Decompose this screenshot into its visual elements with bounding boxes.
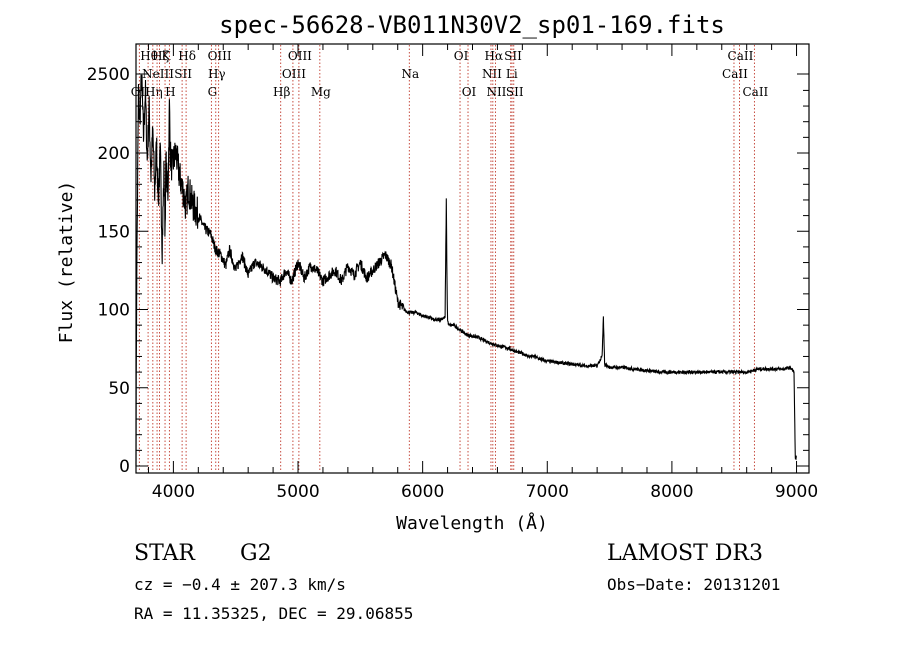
redshift-cz: cz = −0.4 ± 207.3 km/s [134,575,346,594]
line-label-23: SII [504,49,522,63]
plot-frame [135,43,810,474]
line-label-15: Mg [311,85,331,99]
line-label-16: Na [401,67,419,81]
y-tick-label-2: 100 [98,301,130,321]
y-tick-label-3: 150 [98,222,130,242]
line-label-12: Hβ [273,85,290,99]
object-subclass: G2 [240,541,272,566]
object-class: STAR [134,541,196,566]
line-label-13: OIII [282,67,306,81]
line-label-19: NII [482,67,502,81]
obs-date: Obs−Date: 20131201 [607,575,780,594]
line-label-8: Hδ [178,49,196,63]
survey-label: LAMOST DR3 [607,541,763,566]
x-tick-label-5: 9000 [775,482,818,502]
y-tick-label-0: 0 [119,457,130,477]
line-label-18: OI [462,85,477,99]
y-tick-label-5: 2500 [87,65,130,85]
line-label-10: Hγ [208,67,226,81]
line-label-1: Hθ [140,49,158,63]
y-tick-label-4: 200 [98,144,130,164]
line-label-2: Hη [145,85,163,99]
x-tick-label-4: 8000 [650,482,693,502]
emission-line-markers: OIIHθHηNeIIIHζKHSIIHδGHγOIIIHβOIIIOIIIMg… [131,45,769,472]
line-label-27: CaII [742,85,768,99]
line-label-21: NII [486,85,506,99]
y-tick-label-1: 50 [108,379,130,399]
spectrum-line [135,74,797,467]
spectrum-series [135,74,797,467]
x-tick-label-1: 5000 [276,482,319,502]
y-axis-label: Flux (relative) [56,181,77,344]
x-tick-label-2: 6000 [401,482,444,502]
line-label-17: OI [454,49,469,63]
line-label-6: H [165,85,175,99]
chart-title: spec-56628-VB011N30V2_sp01-169.fits [219,11,725,39]
line-label-14: OIII [288,49,312,63]
x-tick-label-3: 7000 [526,482,569,502]
line-label-20: Hα [485,49,504,63]
line-label-24: SII [506,85,524,99]
line-label-9: G [208,85,218,99]
coordinates: RA = 11.35325, DEC = 29.06855 [134,604,413,623]
axis-ticks: 4000 5000 6000 7000 8000 9000 0 50 100 150 200 2500 [87,44,818,502]
x-axis-label: Wavelength (Å) [396,512,548,534]
line-label-7: SII [174,67,192,81]
x-tick-label-0: 4000 [152,482,195,502]
line-label-3: NeIII [142,67,174,81]
line-label-11: OIII [208,49,232,63]
line-label-26: CaII [728,49,754,63]
line-label-25: CaII [722,67,748,81]
line-label-5: K [162,49,172,63]
